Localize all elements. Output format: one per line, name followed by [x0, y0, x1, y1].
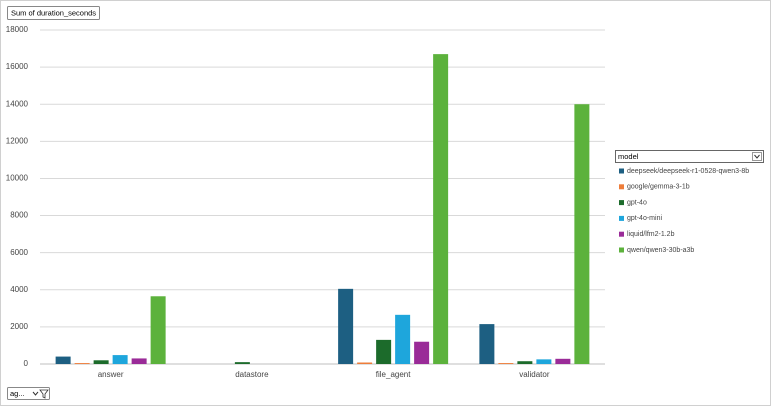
bar	[357, 362, 373, 364]
y-tick-label: 8000	[10, 211, 28, 220]
legend-label: gpt-4o	[627, 199, 647, 206]
bar	[479, 324, 495, 364]
filter-icon	[39, 389, 49, 399]
legend-swatch	[619, 168, 624, 174]
dropdown-box	[752, 152, 762, 161]
bar	[517, 361, 533, 364]
y-tick-label: 18000	[6, 25, 29, 34]
x-tick-label: validator	[519, 370, 550, 379]
bar	[112, 355, 128, 364]
y-tick-label: 16000	[6, 62, 29, 71]
dropdown-arrow	[32, 391, 39, 396]
bar	[395, 314, 411, 364]
legend-swatch	[619, 184, 624, 190]
y-tick-label: 2000	[10, 322, 28, 331]
x-tick-label: answer	[98, 370, 124, 379]
bar	[55, 356, 71, 364]
field-button-box	[7, 6, 100, 20]
bar	[414, 341, 430, 364]
y-tick-label: 14000	[6, 99, 29, 108]
bar	[536, 359, 552, 364]
bar	[338, 288, 354, 364]
y-tick-label: 12000	[6, 136, 29, 145]
legend-title: model	[618, 152, 639, 161]
value-field-button[interactable]: Sum of duration_seconds	[7, 6, 100, 20]
legend-label: gpt-4o-mini	[627, 215, 662, 222]
bar	[574, 104, 590, 364]
bar	[376, 339, 392, 364]
y-tick-label: 6000	[10, 248, 28, 257]
legend-label: qwen/qwen3-30b-a3b	[627, 247, 694, 254]
legend-swatch	[619, 231, 624, 237]
x-tick-label: file_agent	[376, 370, 411, 379]
bar	[150, 296, 166, 364]
legend-swatch	[619, 215, 624, 221]
bar	[234, 362, 250, 364]
legend-swatch	[619, 247, 624, 253]
bar	[498, 363, 514, 364]
legend-field-button[interactable]: model	[615, 150, 764, 163]
y-tick-label: 10000	[6, 174, 29, 183]
field-button-label: Sum of duration_seconds	[11, 8, 96, 17]
bar	[433, 54, 449, 364]
axis-field-button[interactable]: ag...	[7, 387, 50, 400]
y-tick-label: 4000	[10, 285, 28, 294]
field-button-box	[7, 387, 50, 400]
bar	[555, 358, 571, 364]
field-button-box	[615, 150, 764, 163]
x-tick-label: datastore	[235, 370, 269, 379]
legend-label: liquid/lfm2-1.2b	[627, 231, 675, 238]
y-tick-label: 0	[24, 359, 29, 368]
bar	[74, 363, 90, 364]
bar	[131, 358, 147, 364]
legend-label: deepseek/deepseek-r1-0528-qwen3-8b	[627, 168, 749, 175]
legend-label: google/gemma-3-1b	[627, 184, 690, 191]
legend-swatch	[619, 200, 624, 206]
bar	[93, 360, 109, 364]
field-button-label: ag...	[10, 389, 25, 398]
dropdown-arrow	[754, 154, 760, 159]
